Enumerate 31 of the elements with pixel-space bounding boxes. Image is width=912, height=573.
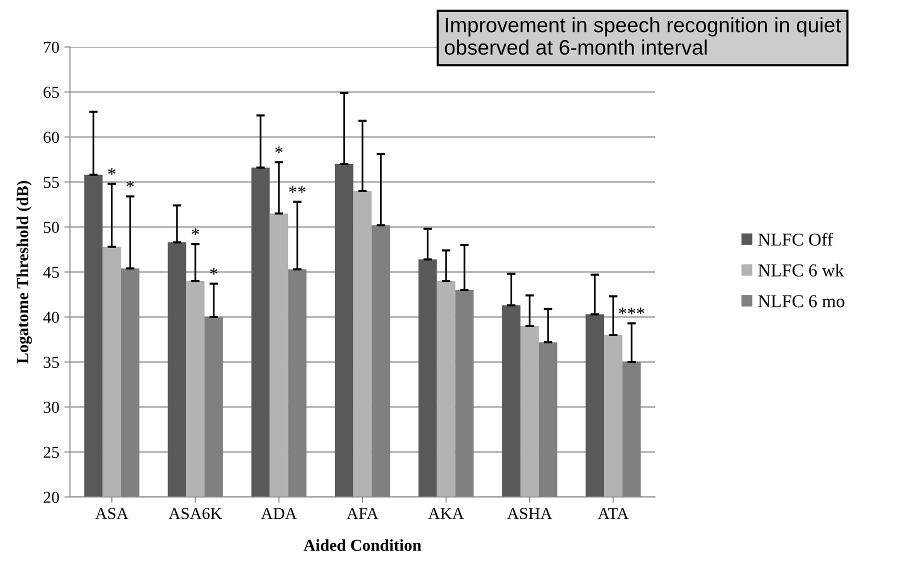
annotation: ***: [618, 308, 644, 314]
legend-label: NLFC 6 wk: [758, 264, 844, 277]
annotation: **: [289, 186, 306, 193]
x-tick-label: AKA: [428, 508, 464, 519]
x-tick-label: AFA: [346, 508, 378, 519]
y-tick-label: 50: [44, 222, 59, 233]
y-tick-label: 20: [44, 492, 59, 503]
x-tick-label: ASHA: [507, 508, 552, 520]
annotation: *: [192, 228, 200, 236]
annotation: *: [126, 180, 134, 188]
y-axis-title: Logatome Threshold (dB): [16, 180, 32, 364]
legend-label: NLFC 6 mo: [758, 295, 844, 308]
y-tick-label: 55: [44, 176, 59, 188]
y-tick-label: 65: [44, 86, 59, 98]
x-tick-label: ASA: [95, 508, 128, 520]
x-tick-label: ATA: [598, 508, 629, 519]
x-tick-label: ASA6K: [168, 508, 222, 520]
y-tick-label: 35: [44, 356, 59, 368]
y-tick-label: 25: [44, 446, 59, 458]
annotation: *: [275, 146, 283, 154]
x-tick-label: ADA: [261, 508, 297, 520]
annotation: *: [108, 168, 116, 175]
annotation: Improvement in speech recognition in quiet observed at 6-month interval: [444, 17, 842, 55]
x-axis-title: Aided Condition: [304, 539, 422, 551]
y-tick-label: 60: [44, 132, 59, 143]
legend-label: NLFC Off: [758, 232, 834, 246]
y-tick-label: 40: [43, 312, 59, 323]
y-tick-label: 45: [43, 266, 59, 278]
y-tick-label: 30: [44, 402, 59, 413]
annotation: *: [210, 268, 218, 275]
y-tick-label: 70: [44, 42, 59, 53]
